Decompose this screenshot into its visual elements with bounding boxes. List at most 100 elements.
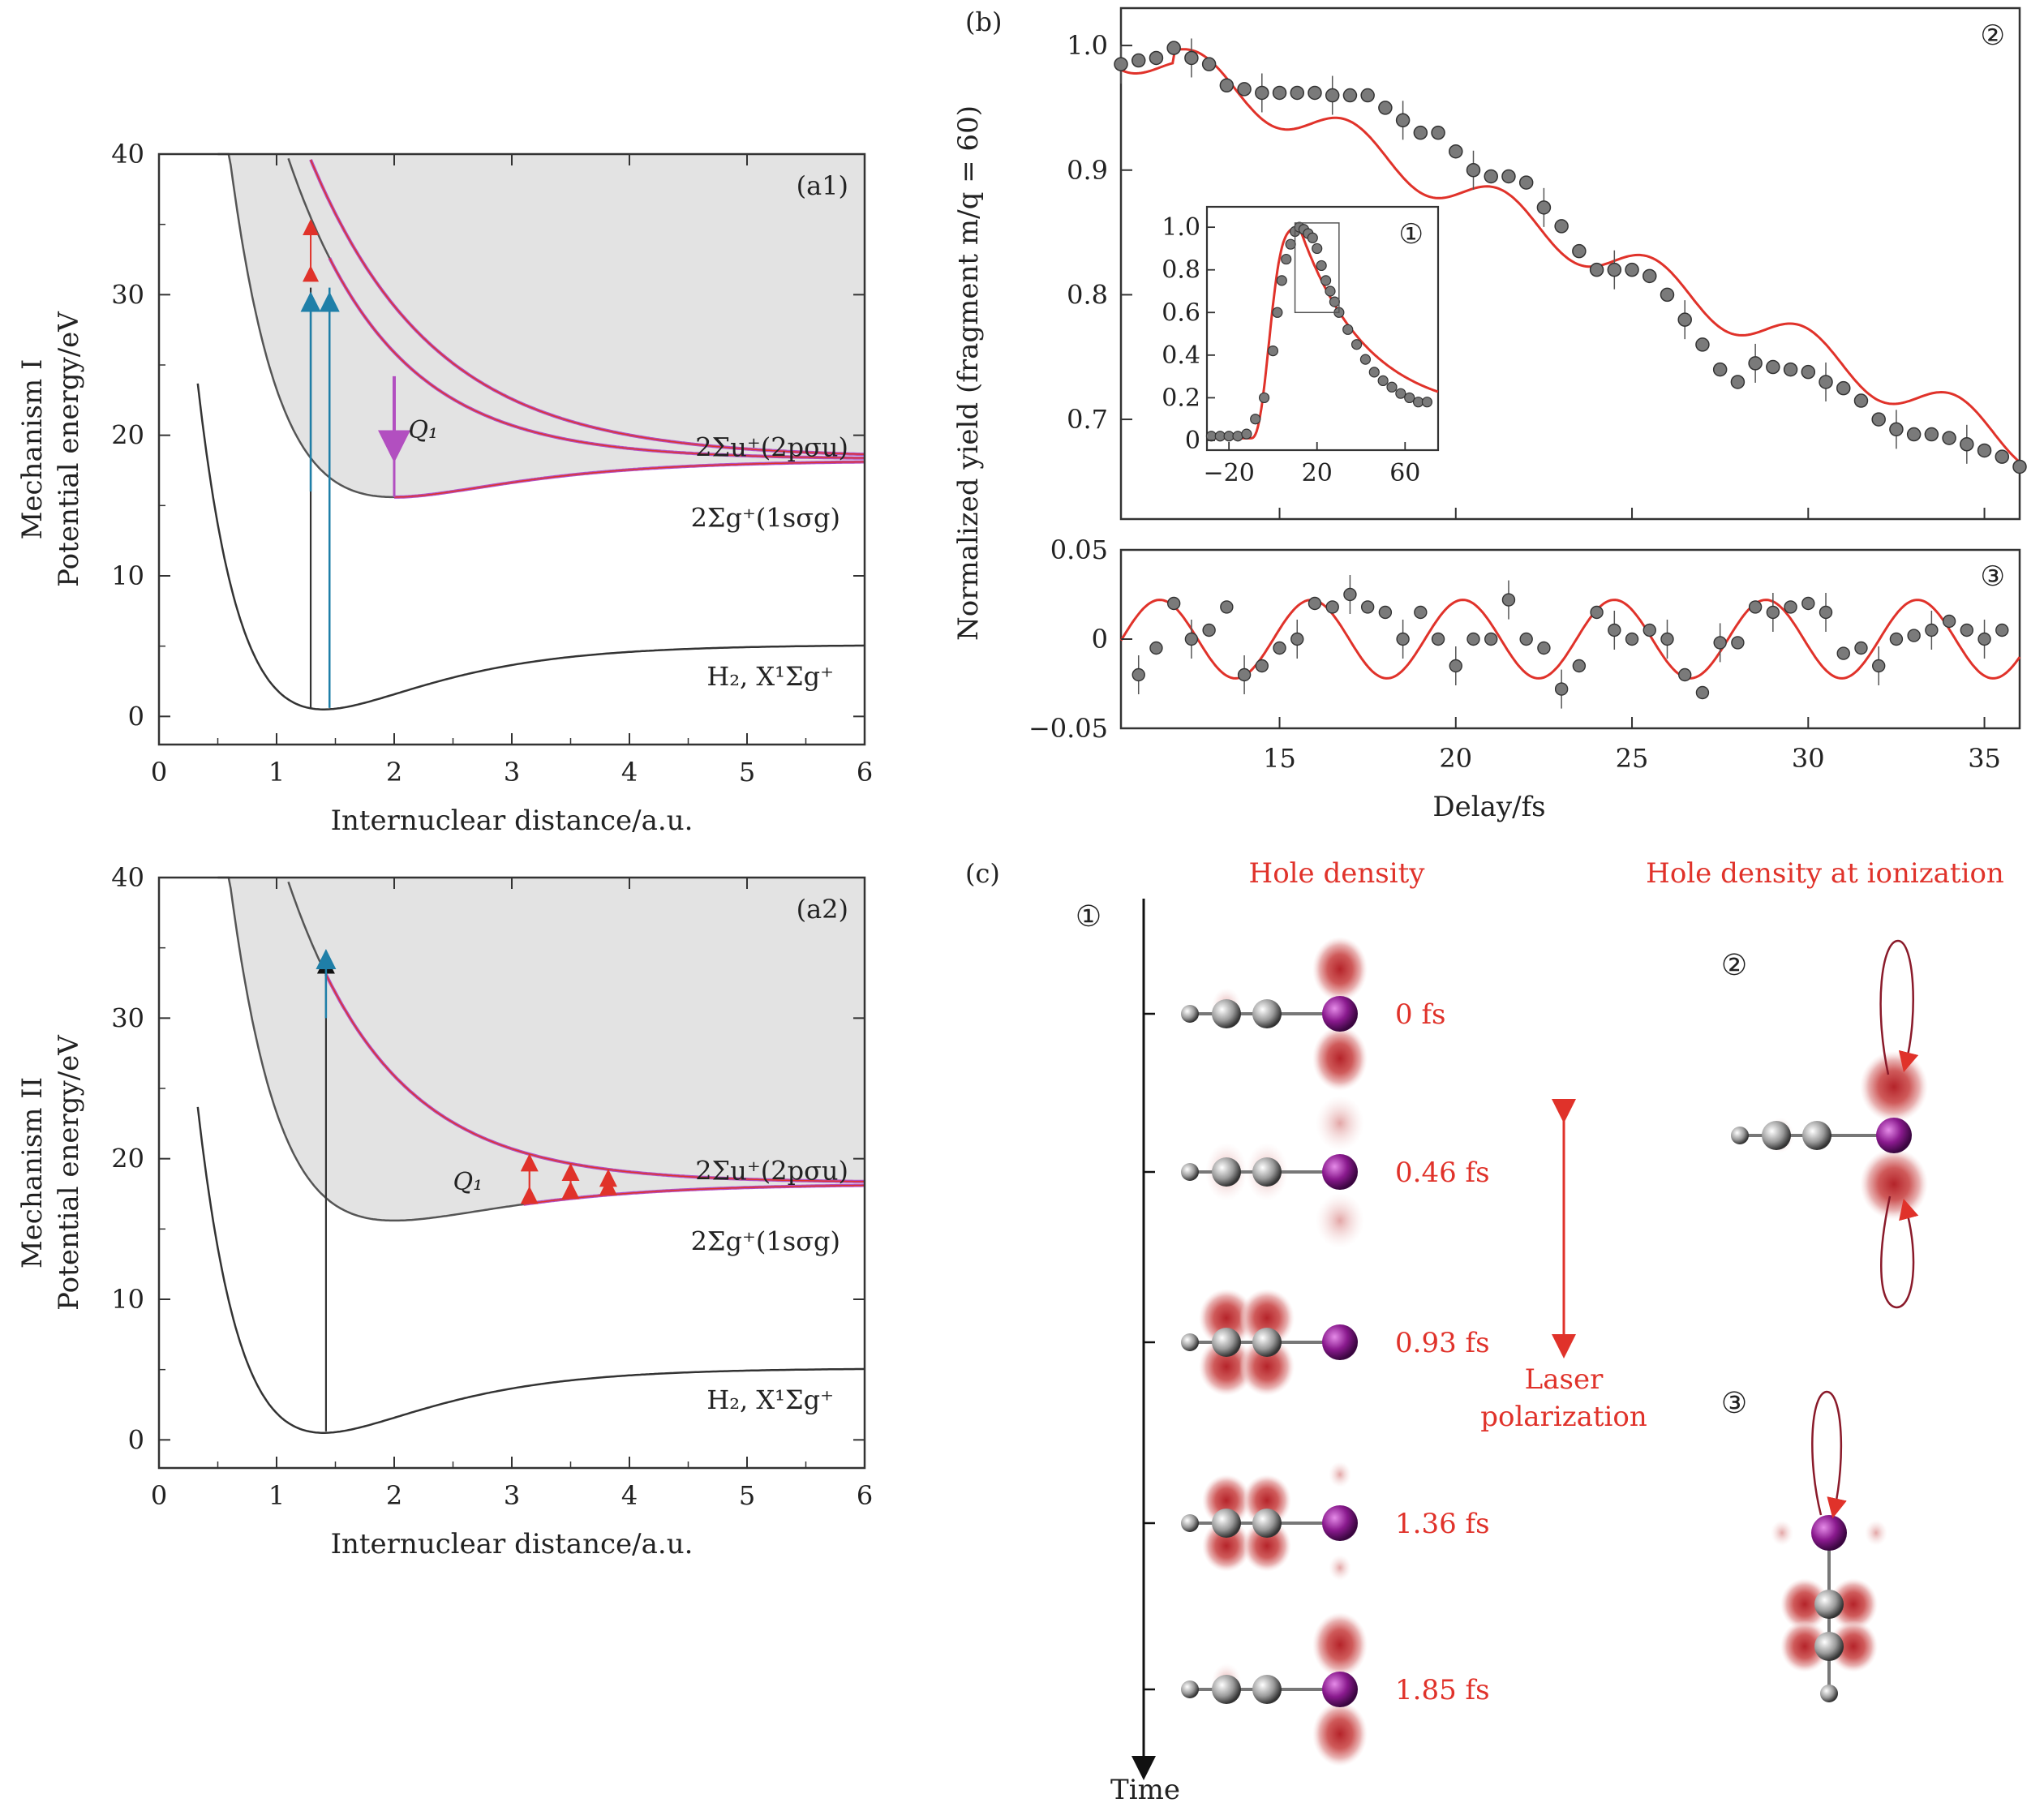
x-tick-label: 4 <box>621 757 638 788</box>
inset-point <box>1205 431 1217 442</box>
inset-point <box>1281 253 1292 265</box>
y-tick-label: 10 <box>111 1284 144 1315</box>
fit-line-lower <box>1119 599 2021 680</box>
data-point <box>1766 359 1780 375</box>
y-tick-label: 0.9 <box>1067 155 1108 186</box>
inset-y-tick-label: 0.4 <box>1162 341 1200 370</box>
inset-x-tick-label: −20 <box>1203 459 1254 487</box>
curve-ground <box>196 383 865 710</box>
y-tick-label: −0.05 <box>1028 713 1108 744</box>
q1-label: Q₁ <box>408 416 438 444</box>
data-point <box>1202 623 1216 637</box>
inset-point <box>1312 243 1323 255</box>
y-tick-label: 20 <box>111 1144 144 1174</box>
iodine-atom <box>1876 1118 1912 1153</box>
data-point <box>1924 427 1939 442</box>
hydrogen-atom <box>1820 1685 1838 1702</box>
y-axis-label: Normalized yield (fragment m/q = 60) <box>952 105 985 641</box>
data-point <box>1642 268 1657 284</box>
header-hole-density-ionization: Hole density at ionization <box>1646 857 2004 890</box>
data-point <box>1748 356 1763 371</box>
data-point <box>1942 431 1956 445</box>
data-point <box>1431 632 1445 646</box>
carbon-atom <box>1252 1509 1282 1538</box>
upper-frame <box>1119 6 2021 521</box>
recollision-path-top <box>1879 939 1919 1075</box>
data-point <box>1607 262 1622 277</box>
data-point <box>1431 125 1445 140</box>
data-point <box>1484 632 1498 646</box>
y-tick-label: 20 <box>111 420 144 451</box>
x-tick-label: 3 <box>504 757 520 788</box>
data-point <box>1801 596 1815 611</box>
data-point <box>1519 632 1533 646</box>
shaded-continuum <box>225 154 865 497</box>
data-point <box>1642 623 1656 637</box>
q1-label: Q₁ <box>453 1168 483 1196</box>
inset-y-tick-label: 0 <box>1185 427 1200 455</box>
inset-point <box>1307 232 1318 243</box>
iodine-atom <box>1322 996 1358 1032</box>
x-tick-label: 6 <box>857 757 873 788</box>
data-point <box>1677 312 1692 327</box>
laser-label-line2: polarization <box>1480 1401 1647 1433</box>
data-point <box>1166 596 1181 611</box>
curve-upper-red <box>310 159 865 455</box>
x-tick-label: 3 <box>504 1480 520 1511</box>
y-tick-label: 0 <box>128 1424 144 1455</box>
inset-point <box>1412 397 1424 408</box>
data-point <box>1220 600 1234 614</box>
data-point <box>1590 605 1604 620</box>
carbon-atom <box>1252 999 1282 1028</box>
y-tick-label: 0.8 <box>1067 279 1108 310</box>
time-label: Time <box>1110 1774 1180 1806</box>
data-point <box>1114 57 1128 71</box>
data-point <box>1537 641 1551 655</box>
data-point <box>1660 287 1675 303</box>
inset-y-tick-label: 0.6 <box>1162 298 1200 327</box>
data-point <box>1853 393 1869 408</box>
hole-density-lobe <box>1771 1520 1793 1546</box>
data-point <box>1255 85 1269 101</box>
hole-density-lobe <box>1312 1612 1368 1677</box>
hydrogen-atom <box>1181 1333 1199 1351</box>
data-point <box>1977 443 1992 458</box>
hole-density-lobe <box>1312 937 1368 1002</box>
iodine-atom <box>1322 1505 1358 1541</box>
data-point <box>1748 600 1763 614</box>
marker-2: ② <box>1981 19 2005 52</box>
data-point <box>1466 632 1480 646</box>
data-point <box>1572 243 1587 259</box>
curve-sigma-g-red <box>394 461 865 498</box>
carbon-atom <box>1814 1632 1844 1661</box>
iodine-atom <box>1322 1154 1358 1190</box>
hydrogen-atom <box>1181 1163 1199 1181</box>
inset-frame <box>1205 205 1440 452</box>
hole-density-lobe <box>1243 1520 1291 1572</box>
inset-point <box>1421 397 1433 408</box>
carbon-atom <box>1212 1328 1241 1357</box>
shaded-continuum <box>225 878 865 1221</box>
time-label-0: 0 fs <box>1395 998 1445 1031</box>
data-point <box>1290 632 1304 646</box>
hole-density-lobe <box>1780 1620 1829 1672</box>
carbon-atom <box>1802 1121 1831 1150</box>
data-point <box>1342 88 1358 103</box>
data-point <box>1360 600 1375 614</box>
data-point <box>1995 623 2009 637</box>
curve-sigma-u-red <box>328 257 865 459</box>
inset-x-tick-label: 60 <box>1389 459 1420 487</box>
data-point <box>1378 605 1393 620</box>
hole-density-lobe <box>1860 1051 1928 1122</box>
hole-density-lobe <box>1865 1520 1887 1546</box>
data-point <box>1589 262 1604 277</box>
marker-2: ② <box>1721 949 1747 982</box>
hole-density-lobe <box>1312 1026 1368 1091</box>
hydrogen-atom <box>1731 1127 1749 1144</box>
carbon-atom <box>1252 1328 1282 1357</box>
marker-1: ① <box>1399 218 1424 251</box>
time-label-1: 0.46 fs <box>1395 1157 1490 1189</box>
data-point <box>1219 78 1235 93</box>
fit-line-upper <box>1120 48 2020 463</box>
